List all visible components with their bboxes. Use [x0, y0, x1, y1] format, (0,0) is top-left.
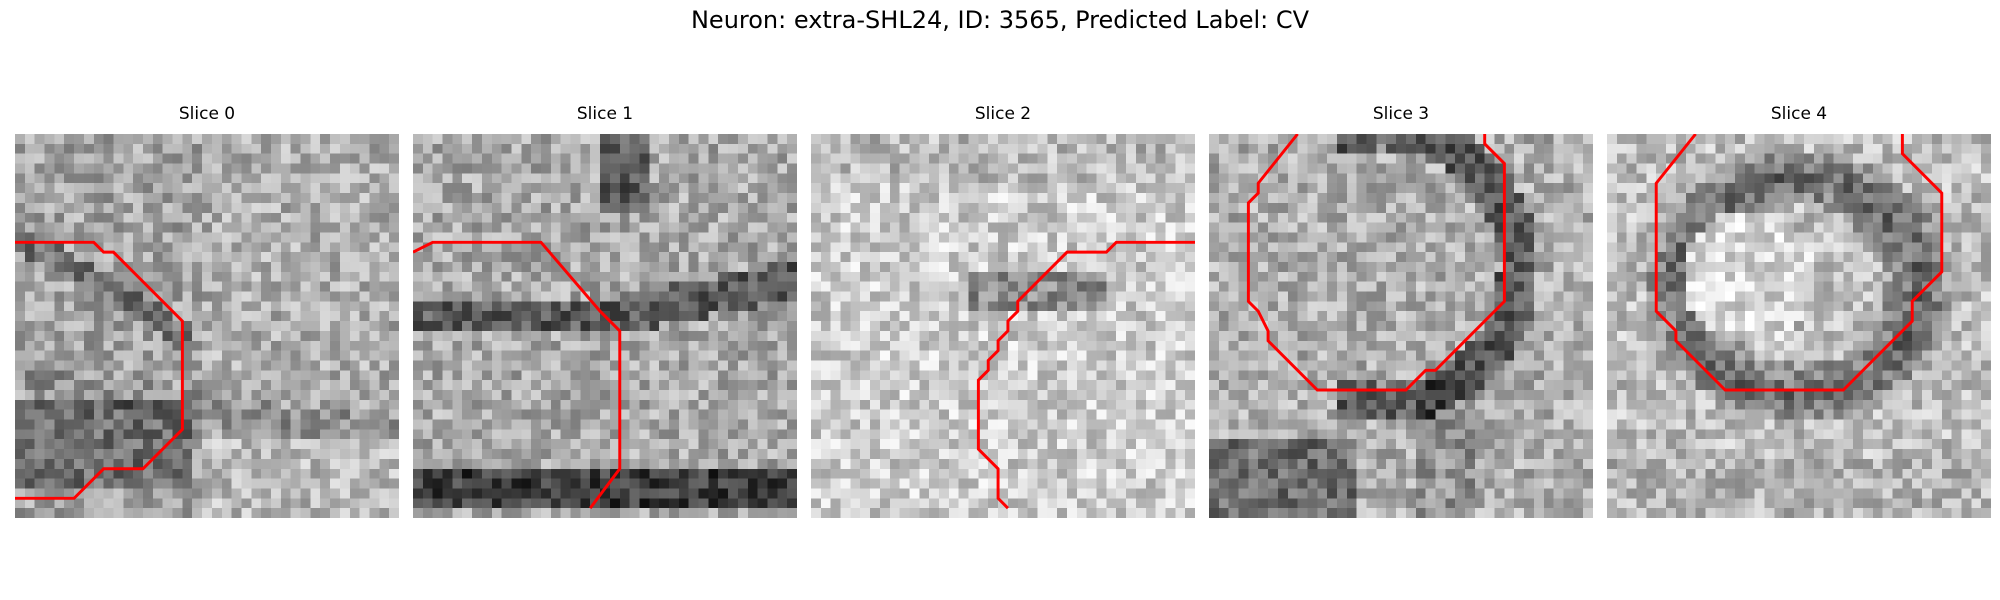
red-contour-line — [1654, 134, 1944, 392]
slice-panel-1: Slice 1 — [413, 104, 797, 518]
grayscale-image — [413, 134, 797, 518]
slice-title: Slice 0 — [178, 104, 236, 124]
grayscale-image — [811, 134, 1195, 518]
slice-panel-3: Slice 3 — [1209, 104, 1593, 518]
contour-overlay — [976, 240, 1195, 510]
red-contour-line — [976, 240, 1195, 510]
grayscale-image — [1209, 134, 1593, 518]
grayscale-image — [15, 134, 399, 518]
slice-image — [1607, 134, 1991, 518]
contour-overlay — [1654, 134, 1944, 392]
slice-image — [811, 134, 1195, 518]
slice-image — [413, 134, 797, 518]
red-contour-line — [15, 240, 184, 500]
slice-title: Slice 1 — [576, 104, 634, 124]
red-contour-line — [1246, 134, 1506, 392]
contour-overlay — [15, 240, 184, 500]
slice-image — [15, 134, 399, 518]
slice-panel-4: Slice 4 — [1607, 104, 1991, 518]
figure-title: Neuron: extra-SHL24, ID: 3565, Predicted… — [690, 6, 1310, 34]
red-contour-line — [413, 240, 622, 510]
slice-title: Slice 3 — [1372, 104, 1430, 124]
contour-overlay — [413, 240, 622, 510]
slice-title: Slice 2 — [974, 104, 1032, 124]
slice-image — [1209, 134, 1593, 518]
contour-overlay — [1246, 134, 1506, 392]
slice-title: Slice 4 — [1770, 104, 1828, 124]
slice-panel-0: Slice 0 — [15, 104, 399, 518]
slice-panel-2: Slice 2 — [811, 104, 1195, 518]
